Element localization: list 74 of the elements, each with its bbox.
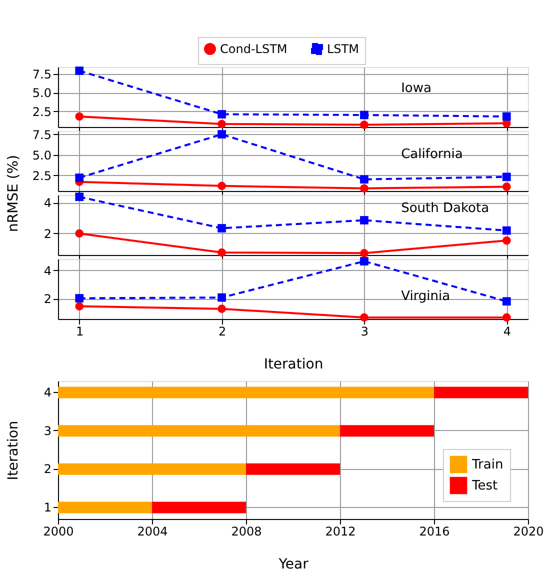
x-tick-label: 4 bbox=[503, 324, 511, 338]
x-tick-label: 3 bbox=[360, 324, 369, 338]
point bbox=[75, 174, 84, 182]
point bbox=[75, 294, 84, 302]
point bbox=[360, 120, 368, 129]
point bbox=[502, 297, 511, 306]
point bbox=[218, 130, 226, 138]
point bbox=[75, 66, 84, 75]
point bbox=[360, 313, 368, 322]
point bbox=[502, 112, 511, 121]
point bbox=[502, 236, 511, 245]
legend-label: Cond-LSTM bbox=[220, 42, 288, 56]
x-tick-label: 2 bbox=[218, 324, 226, 338]
point bbox=[360, 257, 368, 266]
y-axis-title: Iteration bbox=[6, 420, 22, 480]
point bbox=[75, 192, 84, 202]
bar bbox=[58, 463, 246, 475]
bar bbox=[434, 386, 528, 398]
point bbox=[360, 184, 368, 193]
point bbox=[218, 224, 226, 232]
y-tick-label: 2 bbox=[44, 462, 52, 476]
y-tick-label: 1 bbox=[44, 500, 52, 514]
annotation: California bbox=[401, 146, 463, 162]
bar bbox=[58, 386, 434, 398]
point bbox=[360, 110, 368, 120]
x-tick-label: 1 bbox=[76, 324, 84, 338]
y-tick-label: 2.5 bbox=[32, 104, 52, 119]
legend-label: Test bbox=[471, 478, 498, 494]
x-tick-label: 2004 bbox=[137, 524, 168, 538]
y-tick-label: 2 bbox=[44, 226, 52, 241]
x-axis-title: Iteration bbox=[264, 356, 324, 372]
point bbox=[502, 172, 511, 182]
point bbox=[218, 182, 226, 190]
annotation: Iowa bbox=[401, 81, 432, 96]
y-tick-label: 3 bbox=[44, 424, 52, 438]
legend-label: Train bbox=[471, 458, 504, 472]
y-tick-label: 5.0 bbox=[32, 86, 52, 100]
point bbox=[502, 226, 511, 235]
y-tick-label: 4 bbox=[44, 196, 52, 210]
y-tick-label: 7.5 bbox=[32, 67, 52, 82]
y-tick-label: 2.5 bbox=[32, 168, 52, 183]
point bbox=[360, 248, 368, 258]
annotation: Virginia bbox=[401, 289, 450, 304]
bar bbox=[340, 425, 434, 437]
bar bbox=[58, 502, 152, 514]
y-tick-label: 7.5 bbox=[32, 128, 52, 142]
y-tick-label: 4 bbox=[44, 264, 52, 278]
point bbox=[75, 229, 84, 238]
point bbox=[360, 175, 368, 184]
y-tick-label: 4 bbox=[44, 386, 52, 400]
x-tick-label: 2000 bbox=[43, 524, 74, 538]
x-tick-label: 2008 bbox=[231, 524, 262, 538]
point bbox=[502, 313, 511, 322]
bar bbox=[152, 502, 246, 514]
point bbox=[218, 248, 226, 257]
y-tick-label: 2 bbox=[44, 292, 52, 306]
bar bbox=[246, 463, 340, 475]
point bbox=[502, 182, 511, 191]
x-tick-label: 2016 bbox=[419, 524, 450, 538]
legend-label: LSTM bbox=[327, 42, 359, 56]
point bbox=[75, 112, 84, 121]
point bbox=[218, 110, 226, 118]
point bbox=[75, 302, 84, 310]
y-tick-label: 5.0 bbox=[32, 148, 52, 162]
point bbox=[218, 293, 226, 302]
point bbox=[218, 120, 226, 128]
y-axis-title: nRMSE (%) bbox=[6, 154, 22, 232]
annotation: South Dakota bbox=[401, 201, 490, 216]
point bbox=[360, 216, 368, 224]
bar bbox=[58, 425, 340, 437]
x-tick-label: 2020 bbox=[513, 524, 544, 538]
point bbox=[218, 304, 226, 314]
x-tick-label: 2012 bbox=[325, 524, 356, 538]
x-axis-title: Year bbox=[278, 556, 309, 572]
